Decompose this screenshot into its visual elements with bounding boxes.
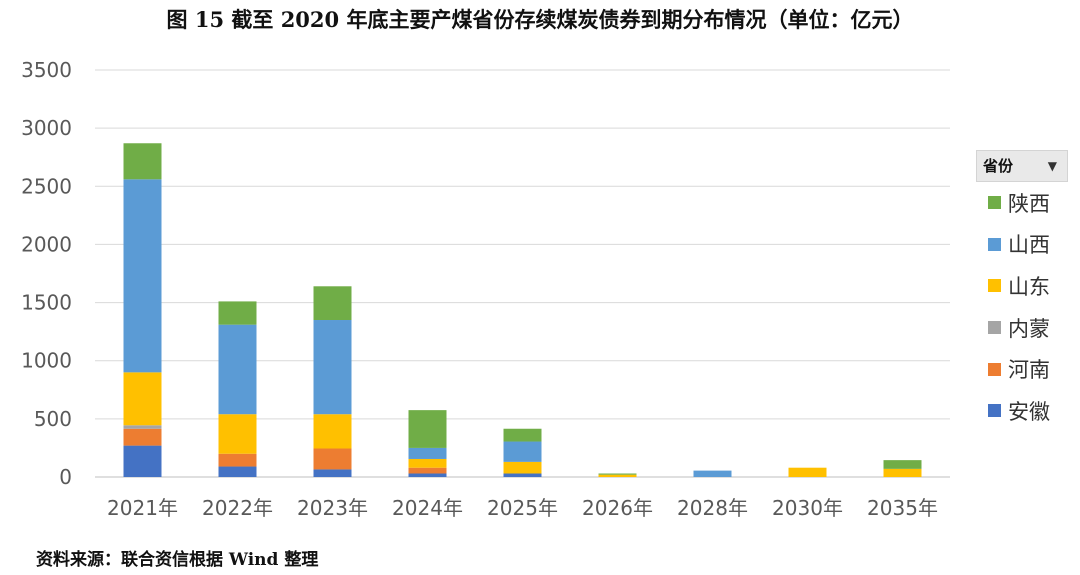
- bar-segment-山西: [123, 179, 162, 373]
- bar-segment-河南: [313, 448, 352, 470]
- y-tick-label: 0: [59, 465, 72, 489]
- bar-segment-山西: [313, 320, 352, 415]
- y-tick-label: 1500: [21, 291, 72, 315]
- y-tick-label: 2000: [21, 232, 72, 256]
- legend-item[interactable]: 河南: [976, 348, 1068, 390]
- legend-item[interactable]: 山东: [976, 265, 1068, 307]
- bar-segment-山东: [788, 467, 827, 477]
- bar-segment-安徽: [313, 469, 352, 477]
- legend-item[interactable]: 山西: [976, 224, 1068, 266]
- x-tick-label: 2028年: [677, 496, 748, 520]
- y-tick-label: 1000: [21, 349, 72, 373]
- legend-swatch: [988, 404, 1001, 418]
- bar-segment-山东: [123, 372, 162, 426]
- legend-swatch: [988, 196, 1001, 210]
- x-tick-label: 2026年: [582, 496, 653, 520]
- legend-swatch: [988, 321, 1001, 335]
- legend-swatch: [988, 362, 1001, 376]
- legend-header[interactable]: 省份 ▼: [976, 150, 1068, 182]
- bar-segment-安徽: [408, 473, 447, 477]
- x-tick-label: 2025年: [487, 496, 558, 520]
- bar-segment-山东: [503, 461, 542, 474]
- x-tick-label: 2030年: [772, 496, 843, 520]
- bar-segment-陕西: [883, 460, 922, 469]
- bar-segment-陕西: [598, 473, 637, 475]
- source-note: 资料来源：联合资信根据 Wind 整理: [36, 550, 319, 570]
- x-tick-label: 2024年: [392, 496, 463, 520]
- bar-segment-河南: [123, 428, 162, 446]
- bar-segment-陕西: [313, 286, 352, 321]
- x-tick-label: 2035年: [867, 496, 938, 520]
- y-tick-label: 3000: [21, 116, 72, 140]
- legend-label: 河南: [1008, 358, 1050, 383]
- bar-segment-河南: [218, 453, 257, 467]
- legend-item[interactable]: 安徽: [976, 390, 1068, 432]
- bar-segment-内蒙: [123, 425, 162, 429]
- legend-swatch: [988, 279, 1001, 293]
- legend-label: 山西: [1008, 233, 1050, 258]
- legend-label: 陕西: [1008, 191, 1050, 216]
- legend-item[interactable]: 陕西: [976, 182, 1068, 224]
- bar-segment-陕西: [503, 428, 542, 442]
- legend-item[interactable]: 内蒙: [976, 307, 1068, 349]
- bar-segment-陕西: [408, 410, 447, 448]
- legend[interactable]: 省份 ▼ 陕西山西山东内蒙河南安徽: [976, 150, 1068, 432]
- bar-segment-陕西: [218, 301, 257, 325]
- x-tick-label: 2021年: [107, 496, 178, 520]
- bar-segment-陕西: [123, 143, 162, 180]
- legend-items: 陕西山西山东内蒙河南安徽: [976, 182, 1068, 432]
- legend-label: 安徽: [1008, 399, 1050, 424]
- bar-segment-山西: [408, 447, 447, 459]
- x-tick-label: 2023年: [297, 496, 368, 520]
- caret-down-icon[interactable]: ▼: [1047, 159, 1057, 173]
- bar-segment-山西: [693, 470, 732, 477]
- bar-segment-山东: [883, 468, 922, 477]
- bar-segment-山东: [218, 414, 257, 454]
- bar-segment-山东: [313, 414, 352, 449]
- bar-segment-山东: [598, 474, 637, 477]
- legend-swatch: [988, 237, 1001, 251]
- bar-segment-河南: [408, 467, 447, 474]
- bar-segment-山西: [503, 441, 542, 462]
- y-tick-label: 500: [34, 407, 72, 431]
- bar-segment-安徽: [218, 466, 257, 477]
- y-tick-label: 3500: [21, 58, 72, 82]
- legend-header-label: 省份: [983, 157, 1014, 175]
- bar-segment-安徽: [123, 445, 162, 477]
- legend-label: 内蒙: [1008, 316, 1050, 341]
- legend-label: 山东: [1008, 274, 1050, 299]
- bar-segment-山西: [218, 324, 257, 415]
- chart-title: 图 15 截至 2020 年底主要产煤省份存续煤炭债券到期分布情况（单位：亿元）: [166, 7, 914, 32]
- x-tick-label: 2022年: [202, 496, 273, 520]
- bar-segment-安徽: [503, 473, 542, 477]
- y-tick-label: 2500: [21, 174, 72, 198]
- bar-segment-山东: [408, 458, 447, 468]
